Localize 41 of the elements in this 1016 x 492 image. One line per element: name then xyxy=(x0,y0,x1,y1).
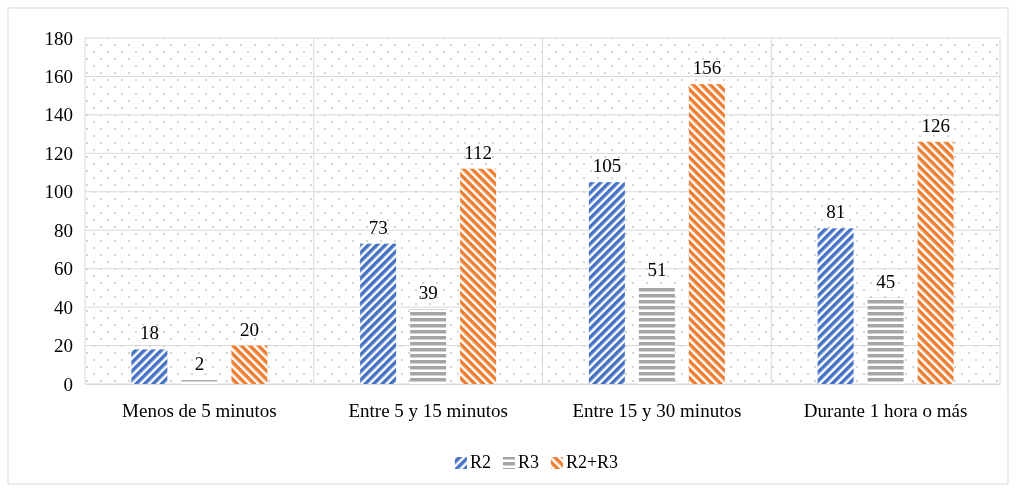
y-tick-label: 180 xyxy=(44,27,73,49)
x-tick-label: Entre 5 y 15 minutos xyxy=(348,400,508,422)
bar xyxy=(360,243,397,384)
y-tick-label: 60 xyxy=(54,258,73,280)
y-tick-label: 160 xyxy=(44,66,73,88)
data-label: 45 xyxy=(876,270,896,292)
y-tick-label: 140 xyxy=(44,104,73,126)
bar xyxy=(588,182,625,384)
bar xyxy=(181,380,218,384)
data-label: 39 xyxy=(418,282,438,304)
data-label: 81 xyxy=(826,201,846,223)
y-tick-label: 20 xyxy=(54,335,73,357)
x-tick-label: Entre 15 y 30 minutos xyxy=(572,400,742,422)
bar xyxy=(817,228,854,384)
y-tick-label: 80 xyxy=(54,219,73,241)
x-tick-label: Durante 1 hora o más xyxy=(803,400,968,422)
bar xyxy=(867,297,904,384)
x-tick-label: Menos de 5 minutos xyxy=(122,400,277,422)
data-label: 126 xyxy=(921,114,950,136)
bar xyxy=(460,168,497,384)
y-tick-label: 40 xyxy=(54,296,73,318)
data-label: 18 xyxy=(139,322,159,344)
legend-label: R2 xyxy=(469,452,491,472)
bar xyxy=(410,309,447,384)
bar xyxy=(231,345,268,384)
data-label: 112 xyxy=(464,141,493,163)
y-tick-label: 100 xyxy=(44,181,73,203)
bar xyxy=(917,141,954,384)
bar xyxy=(688,84,725,384)
data-label: 20 xyxy=(239,318,259,340)
data-label: 73 xyxy=(368,216,388,238)
legend-label: R3 xyxy=(517,452,539,472)
bar xyxy=(638,285,675,384)
y-tick-label: 120 xyxy=(44,142,73,164)
data-label: 105 xyxy=(592,155,622,177)
data-label: 2 xyxy=(194,353,205,375)
bar xyxy=(131,349,168,384)
data-label: 51 xyxy=(647,258,667,280)
data-label: 156 xyxy=(692,57,722,79)
legend-label: R2+R3 xyxy=(565,452,619,472)
y-tick-label: 0 xyxy=(63,373,73,395)
